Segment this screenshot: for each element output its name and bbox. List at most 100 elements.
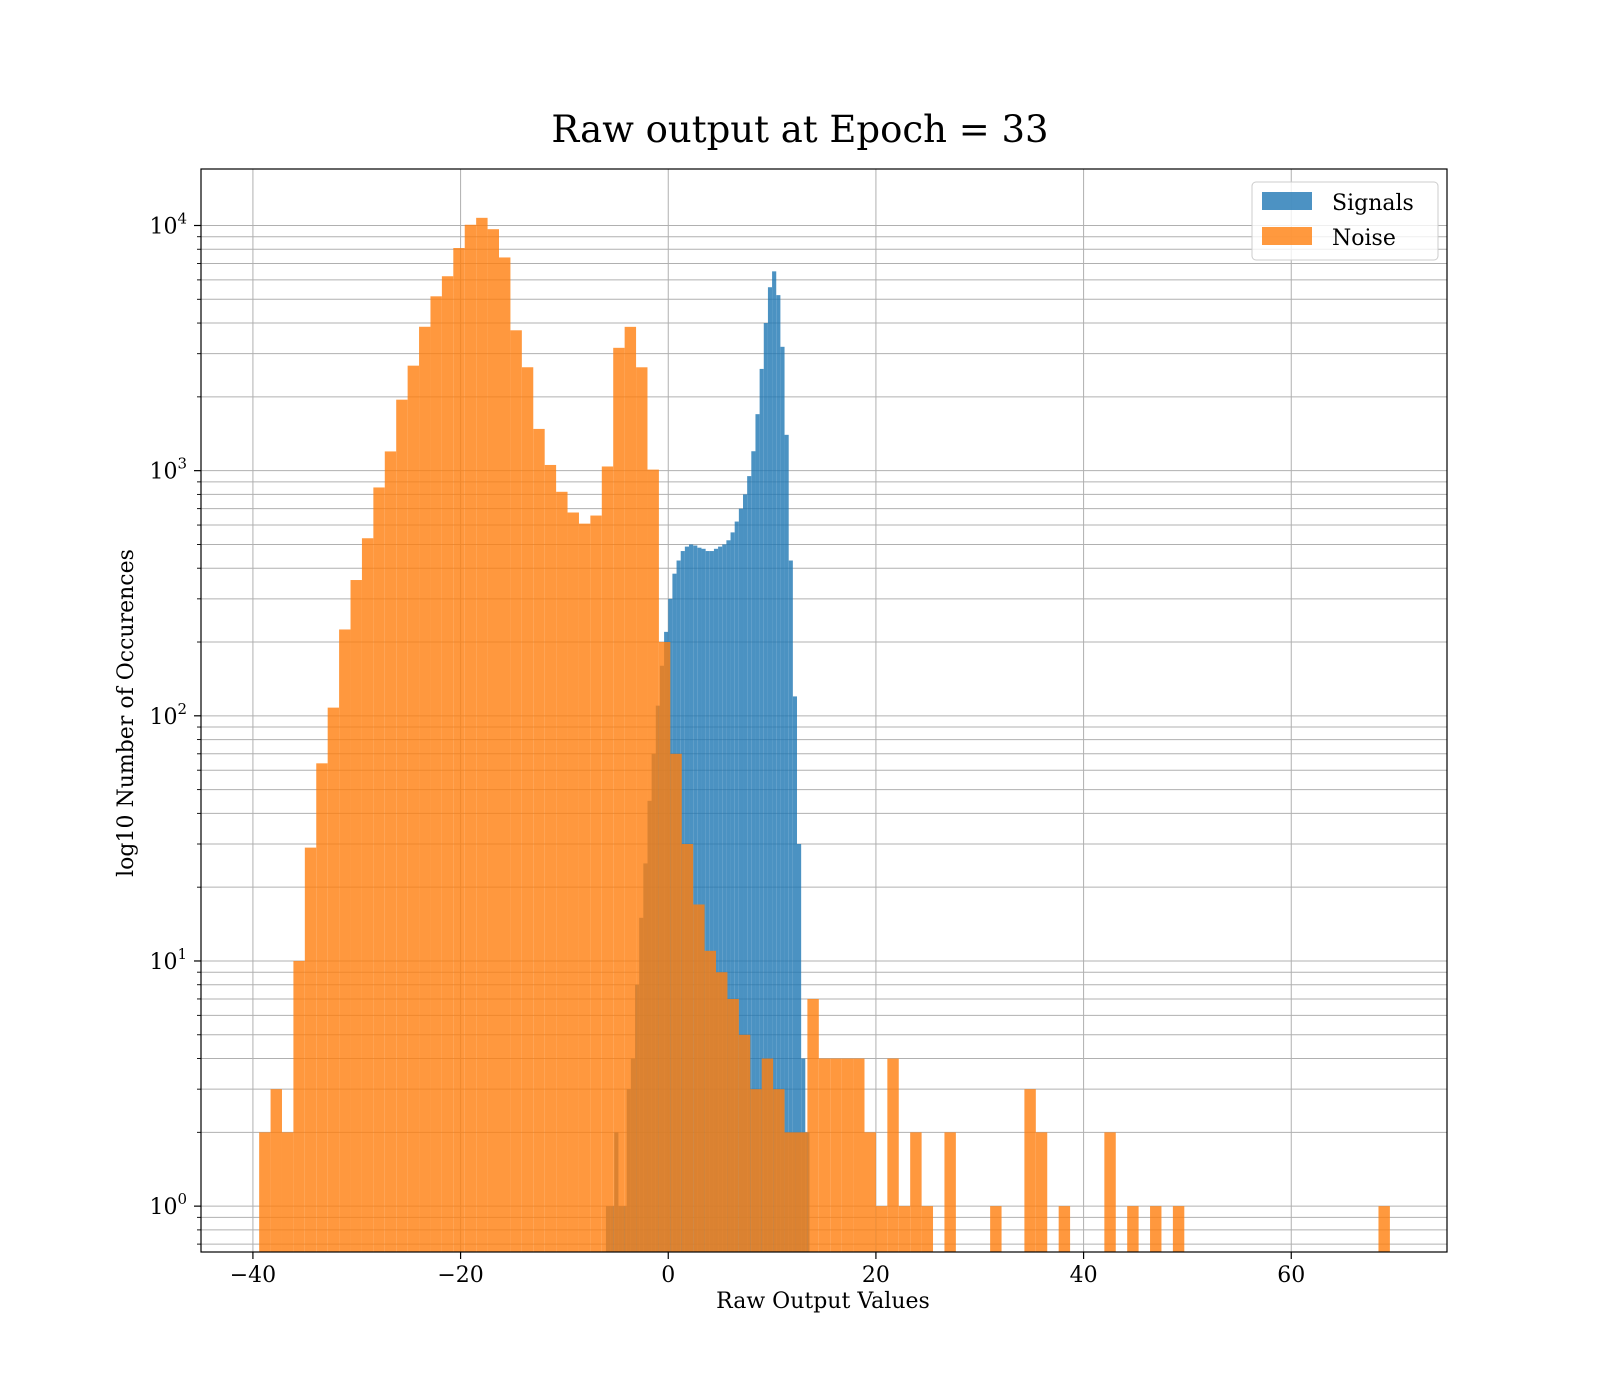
series-noise — [259, 217, 1390, 1253]
bar-signals — [738, 508, 744, 1252]
bar-noise — [476, 217, 488, 1253]
bar-noise — [773, 1089, 785, 1252]
bar-noise — [281, 1132, 294, 1252]
y-tick-label: 101 — [149, 945, 187, 975]
bar-noise — [624, 326, 637, 1253]
bar-noise — [510, 330, 522, 1252]
bar-noise — [533, 428, 545, 1252]
bar-noise — [464, 224, 477, 1253]
bar-signals — [713, 548, 719, 1252]
plot-frame — [200, 168, 1448, 1253]
bar-noise — [1127, 1206, 1139, 1252]
bar-noise — [613, 347, 625, 1253]
bar-noise — [761, 1058, 774, 1252]
bar-noise — [875, 1206, 888, 1252]
bar-noise — [944, 1132, 956, 1252]
bar-noise — [1058, 1206, 1071, 1252]
bar-noise — [361, 538, 374, 1252]
bar-noise — [601, 466, 614, 1253]
bar-signals — [747, 476, 752, 1252]
bar-signals — [726, 540, 731, 1252]
bar-noise — [898, 1206, 911, 1252]
bar-noise — [716, 972, 728, 1252]
bar-noise — [1378, 1206, 1390, 1252]
bar-noise — [636, 367, 648, 1252]
bar-noise — [784, 1132, 796, 1252]
bar-noise — [841, 1058, 854, 1252]
bar-noise — [727, 998, 739, 1252]
bar-noise — [670, 753, 682, 1252]
bar-noise — [304, 847, 317, 1252]
x-tick-label: −20 — [437, 1263, 483, 1288]
bar-noise — [567, 512, 579, 1252]
bar-noise — [1150, 1206, 1162, 1252]
y-tick-label: 100 — [149, 1190, 187, 1220]
bar-noise — [818, 1058, 831, 1252]
y-tick-label: 102 — [149, 700, 187, 730]
x-tick-label: −40 — [230, 1263, 276, 1288]
bar-noise — [704, 950, 717, 1252]
bar-noise — [647, 469, 659, 1253]
bar-noise — [556, 491, 568, 1252]
bar-noise — [590, 515, 602, 1252]
chart-title: Raw output at Epoch = 33 — [551, 108, 1048, 151]
bar-signals — [751, 451, 756, 1252]
bar-noise — [910, 1132, 922, 1252]
bar-signals — [730, 532, 735, 1252]
legend-swatch-signals — [1262, 192, 1312, 210]
bar-signals — [709, 551, 714, 1252]
bar-noise — [499, 257, 511, 1253]
bar-noise — [441, 276, 454, 1252]
axis-ticks: −40 −20 0 20 40 60 100 101 102 103 104 — [149, 209, 1305, 1288]
x-tick-label: 20 — [862, 1263, 890, 1288]
bar-signals — [718, 546, 723, 1252]
bar-signals — [772, 271, 777, 1252]
x-tick-label: 40 — [1070, 1263, 1098, 1288]
bar-noise — [270, 1089, 282, 1252]
bar-noise — [738, 1034, 751, 1252]
x-axis-label: Raw Output Values — [716, 1289, 930, 1314]
bar-signals — [697, 547, 702, 1252]
bar-signals — [780, 346, 785, 1252]
bar-signals — [705, 551, 710, 1252]
bar-noise — [750, 1089, 762, 1252]
bar-noise — [293, 960, 305, 1252]
y-axis-label: log10 Number of Occurences — [114, 549, 139, 877]
bar-noise — [521, 367, 534, 1252]
bar-noise — [807, 998, 819, 1252]
x-tick-label: 60 — [1277, 1263, 1305, 1288]
bar-noise — [259, 1132, 271, 1252]
x-tick-label: 0 — [661, 1263, 675, 1288]
legend-label-noise: Noise — [1332, 226, 1396, 251]
bar-noise — [487, 229, 500, 1253]
bar-noise — [990, 1206, 1002, 1252]
bar-signals — [797, 844, 802, 1252]
bar-signals — [792, 696, 798, 1252]
bar-signals — [701, 548, 706, 1252]
bar-noise — [384, 451, 397, 1252]
bar-noise — [327, 707, 340, 1252]
bar-noise — [373, 487, 385, 1253]
bar-noise — [795, 1132, 808, 1252]
legend-swatch-noise — [1262, 227, 1312, 245]
series-signals — [605, 271, 810, 1253]
bar-noise — [578, 523, 591, 1252]
bar-noise — [544, 464, 557, 1252]
bar-noise — [419, 326, 431, 1252]
bar-noise — [681, 844, 694, 1252]
bar-noise — [1024, 1089, 1036, 1252]
bar-signals — [743, 494, 748, 1252]
bar-noise — [693, 904, 705, 1252]
bar-noise — [864, 1132, 876, 1252]
legend-label-signals: Signals — [1332, 191, 1414, 216]
bar-noise — [350, 580, 362, 1252]
bar-signals — [693, 545, 698, 1252]
legend: Signals Noise — [1251, 181, 1439, 261]
bar-noise — [407, 365, 420, 1253]
bar-noise — [316, 763, 328, 1252]
bar-signals — [767, 287, 773, 1253]
bar-signals — [784, 434, 789, 1252]
bar-noise — [453, 247, 465, 1253]
bar-signals — [788, 560, 793, 1252]
